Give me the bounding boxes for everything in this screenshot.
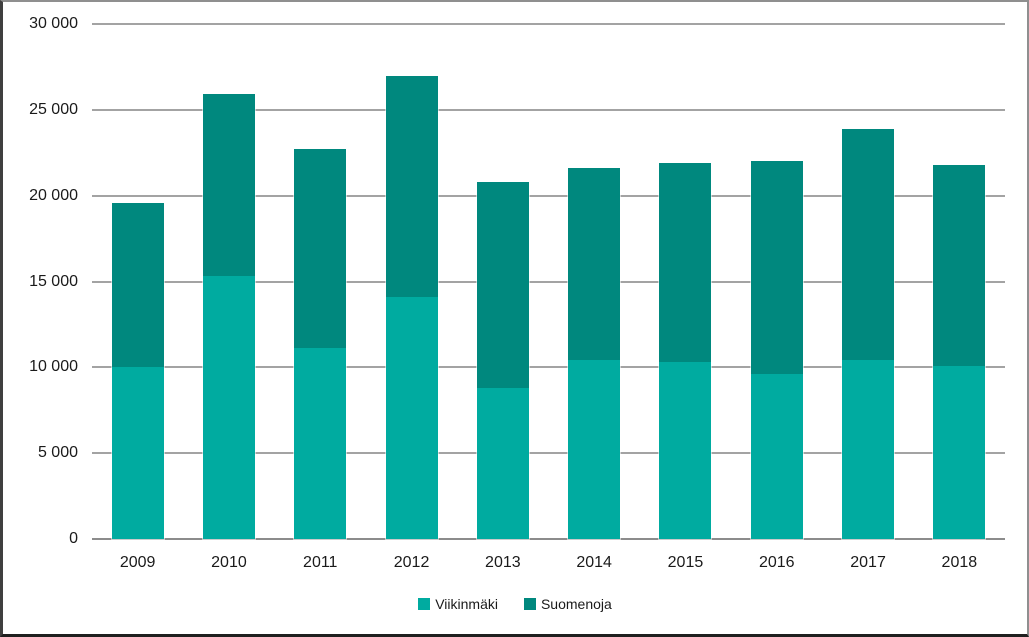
x-tick-label-2011: 2011: [303, 554, 338, 571]
gridline: [92, 452, 1005, 455]
bar-segment-suomenoja: [750, 161, 803, 375]
x-tick-label-2016: 2016: [758, 554, 795, 571]
bar-slot-2014: [549, 24, 640, 539]
bar-slot-2013: [457, 24, 548, 539]
bar-segment-viikinmäki: [659, 362, 712, 539]
bar-segment-suomenoja: [568, 168, 621, 361]
bar-segment-viikinmäki: [476, 387, 529, 539]
stacked-bar-2010: [202, 94, 255, 539]
x-tick-label-2014: 2014: [576, 554, 612, 571]
y-tick-label: 0: [69, 530, 78, 547]
y-tick-label: 20 000: [29, 186, 78, 204]
stacked-bar-2016: [750, 161, 803, 539]
bar-segment-viikinmäki: [202, 276, 255, 539]
stacked-bar-2011: [294, 149, 347, 539]
stacked-bar-2014: [568, 168, 621, 539]
bar-segment-suomenoja: [659, 163, 712, 363]
gridline: [92, 280, 1005, 283]
x-tick-label-2018: 2018: [941, 554, 978, 571]
x-tick-label-2015: 2015: [667, 554, 704, 571]
stacked-bar-2009: [111, 202, 164, 539]
bar-segment-suomenoja: [842, 128, 895, 361]
bar-segment-viikinmäki: [294, 348, 347, 539]
x-axis-baseline: [92, 538, 1005, 540]
bar-slot-2012: [366, 24, 457, 539]
y-tick-label: 5 000: [37, 444, 78, 462]
bar-segment-viikinmäki: [568, 360, 621, 539]
legend-label: Suomenoja: [540, 596, 612, 612]
x-tick-label-2013: 2013: [485, 554, 521, 571]
stacked-bar-2015: [659, 163, 712, 539]
bar-segment-viikinmäki: [385, 296, 438, 539]
stacked-bar-2017: [842, 128, 895, 539]
gridline: [92, 108, 1005, 111]
gridline: [92, 366, 1005, 369]
gridline: [92, 23, 1005, 25]
y-tick-label: 15 000: [29, 272, 78, 290]
y-tick-label: 25 000: [29, 100, 78, 118]
x-tick-label-2012: 2012: [393, 554, 430, 571]
y-tick-label: 10 000: [29, 358, 78, 376]
legend-item-viikinmäki: Viikinmäki: [418, 596, 498, 612]
bar-slot-2018: [914, 24, 1005, 539]
gridline: [92, 194, 1005, 197]
bar-slot-2009: [92, 24, 183, 539]
x-axis: 2009 2010 2011 2012 2013 2014 2015 2016 2017 2018: [92, 554, 1005, 578]
bar-segment-suomenoja: [476, 181, 529, 388]
bar-segment-viikinmäki: [750, 374, 803, 539]
legend-item-suomenoja: Suomenoja: [523, 596, 612, 612]
bar-segment-suomenoja: [385, 75, 438, 297]
bar-segment-suomenoja: [294, 149, 347, 349]
bar-slot-2011: [275, 24, 366, 539]
x-tick-label-2009: 2009: [119, 554, 156, 571]
legend: Viikinmäki Suomenoja: [3, 596, 1027, 612]
x-tick-label-2017: 2017: [850, 554, 886, 571]
stacked-bar-2013: [476, 181, 529, 539]
bar-segment-viikinmäki: [933, 365, 986, 539]
bar-segment-suomenoja: [111, 202, 164, 368]
bar-slot-2015: [640, 24, 731, 539]
x-tick-label-2010: 2010: [211, 554, 247, 571]
bar-segment-viikinmäki: [111, 367, 164, 539]
legend-swatch-icon: [523, 598, 536, 610]
stacked-bar-2012: [385, 75, 438, 539]
legend-swatch-icon: [418, 598, 431, 610]
bar-segment-suomenoja: [202, 94, 255, 277]
stacked-bar-2018: [933, 164, 986, 539]
legend-label: Viikinmäki: [435, 596, 498, 612]
bar-slot-2010: [183, 24, 274, 539]
bar-segment-suomenoja: [933, 164, 986, 366]
bar-slot-2017: [822, 24, 913, 539]
bar-segment-viikinmäki: [842, 360, 895, 539]
plot-area: [92, 23, 1005, 540]
bar-slot-2016: [731, 24, 822, 539]
y-tick-label: 30 000: [29, 15, 78, 32]
